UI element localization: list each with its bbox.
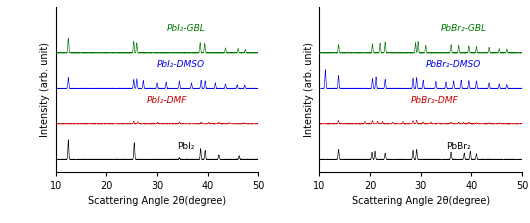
Y-axis label: Intensity (arb. unit): Intensity (arb. unit) [40,42,50,137]
X-axis label: Scattering Angle 2θ(degree): Scattering Angle 2θ(degree) [351,196,490,206]
Text: PbBr₂-GBL: PbBr₂-GBL [441,24,487,33]
Y-axis label: Intensity (arb. unit): Intensity (arb. unit) [304,42,314,137]
Text: PbI₂-GBL: PbI₂-GBL [167,24,206,33]
Text: PbI₂-DMSO: PbI₂-DMSO [157,60,205,69]
Text: PbBr₂-DMSO: PbBr₂-DMSO [426,60,481,69]
X-axis label: Scattering Angle 2θ(degree): Scattering Angle 2θ(degree) [88,196,226,206]
Text: PbI₂: PbI₂ [178,142,195,151]
Text: PbBr₂: PbBr₂ [446,142,471,151]
Text: PbBr₂-DMF: PbBr₂-DMF [411,96,458,105]
Text: PbI₂-DMF: PbI₂-DMF [147,96,187,105]
